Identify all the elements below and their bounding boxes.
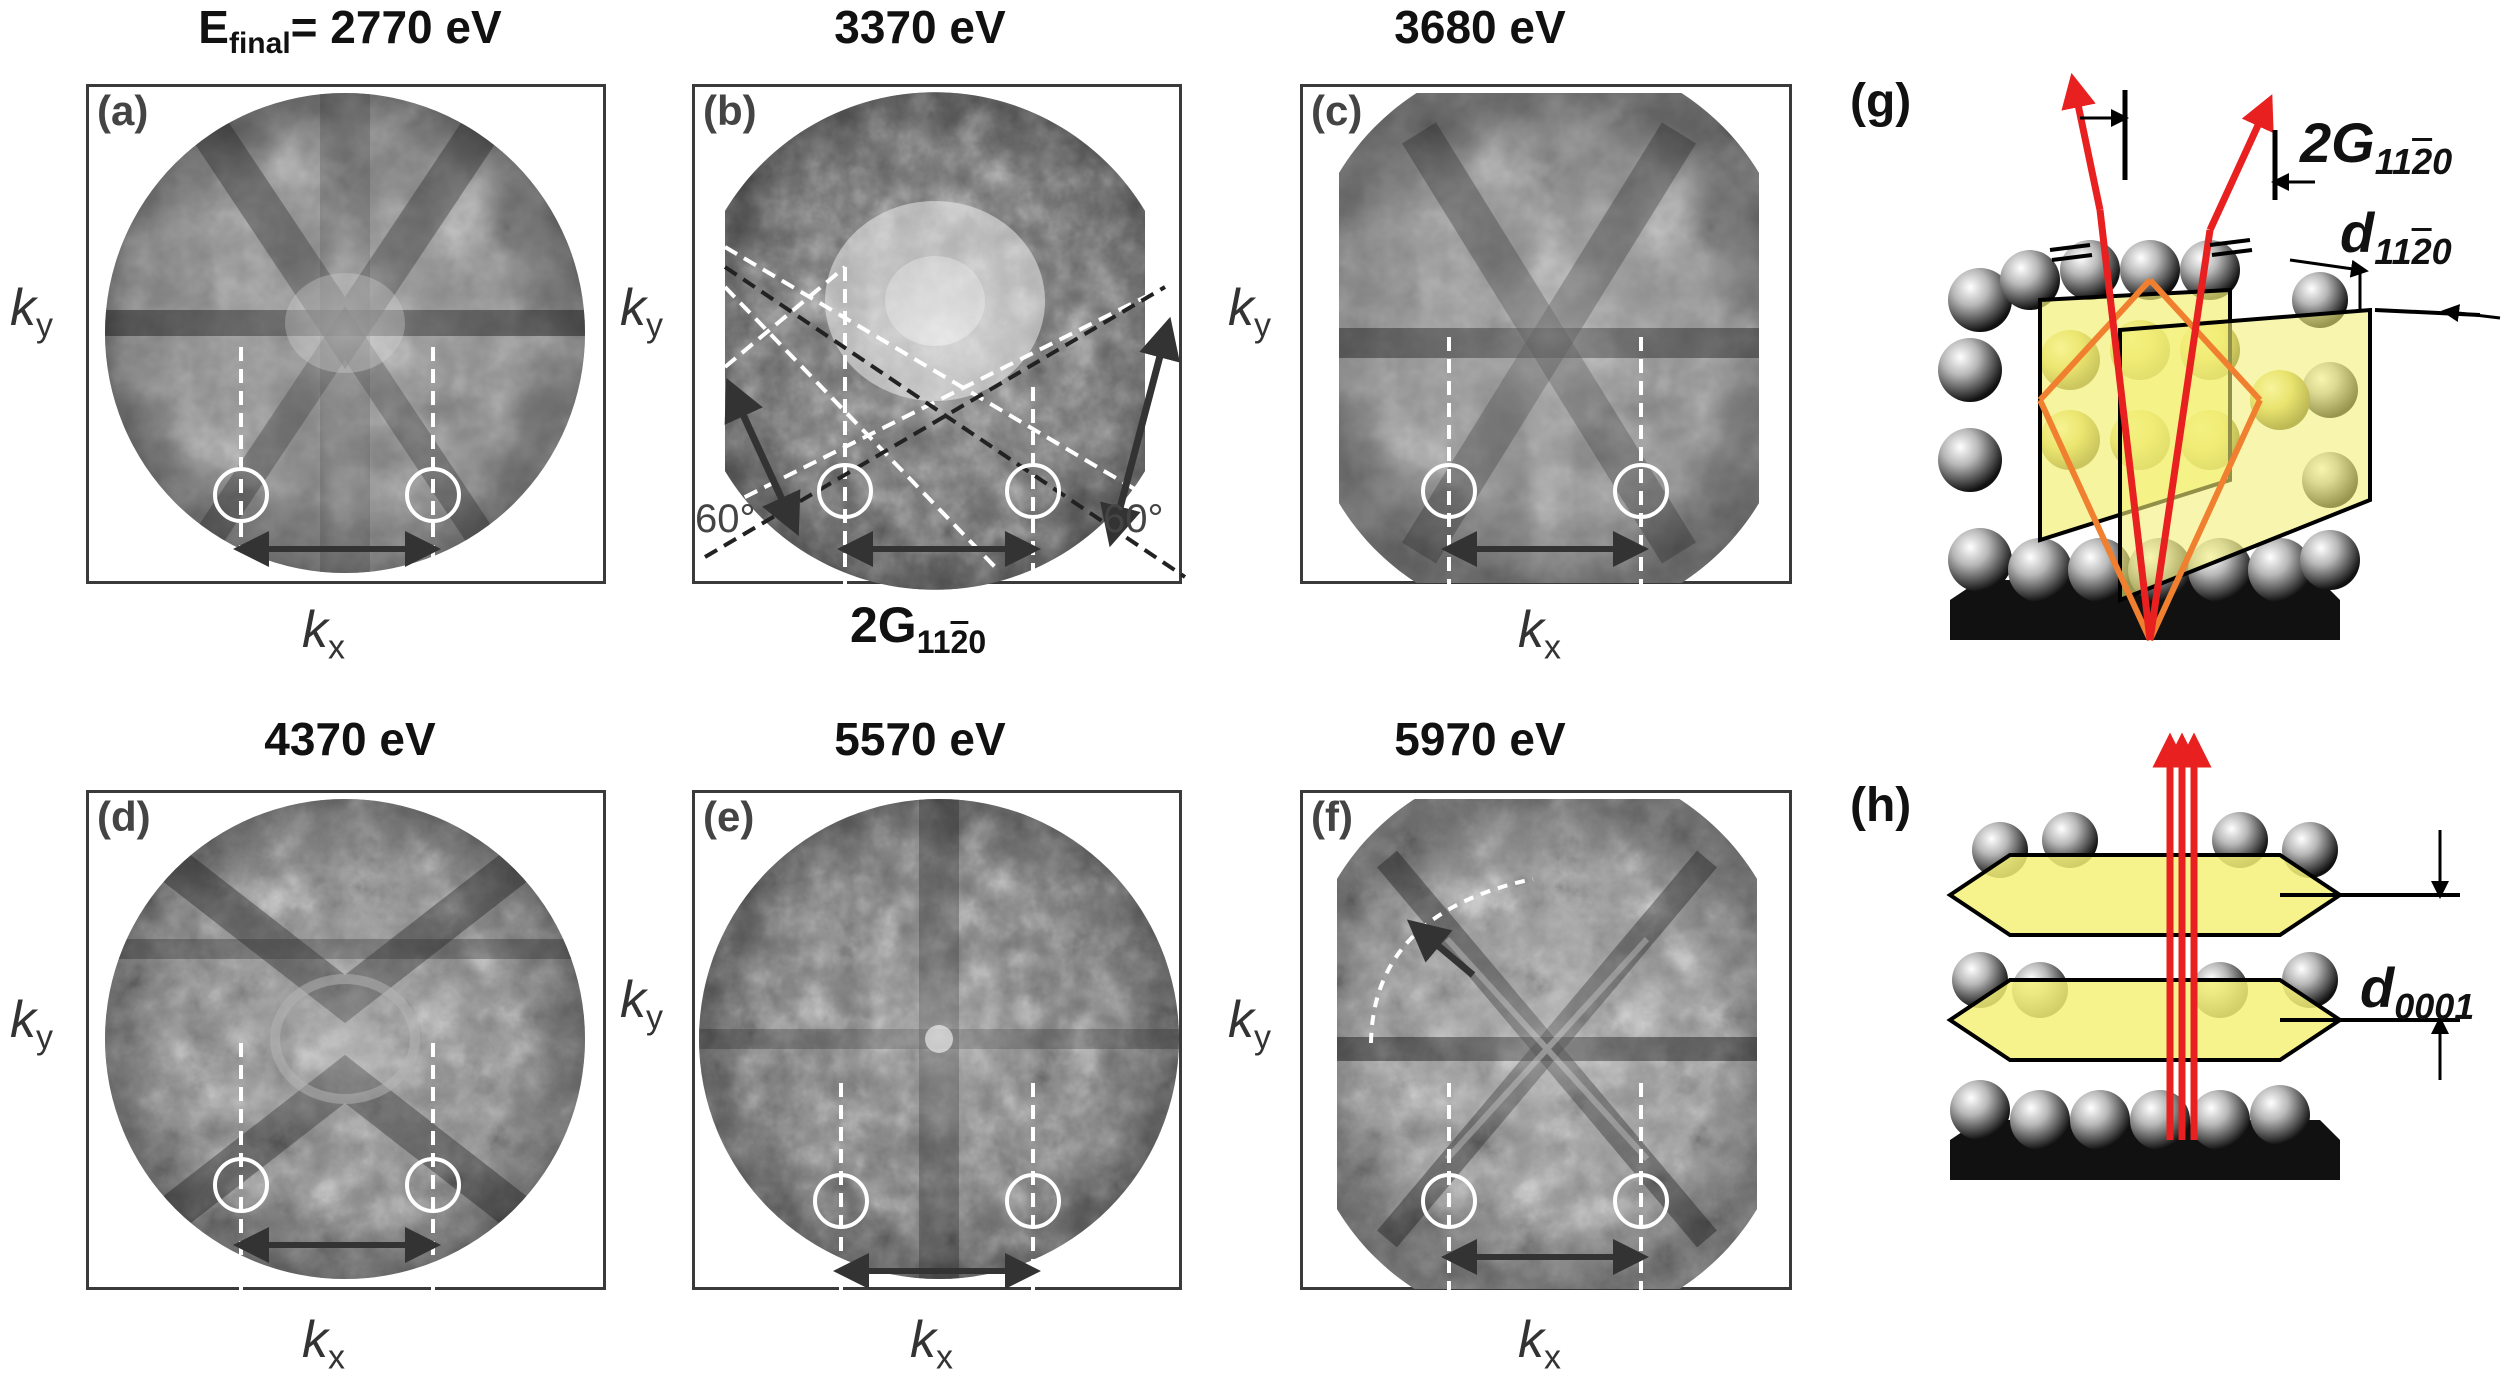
panel-label-e: (e) (703, 793, 755, 840)
panel-label-c: (c) (1311, 87, 1363, 134)
kx-label-a: kx (302, 601, 345, 667)
panel-c: (c) (1300, 84, 1792, 587)
panel-a: (a) (86, 84, 606, 587)
kx-label-d: kx (302, 1311, 345, 1377)
angle-label-right: 60° (1103, 497, 1164, 541)
ky-label-b: ky (620, 279, 663, 345)
ky-label-d: ky (10, 991, 53, 1057)
panel-d: (d) (86, 790, 606, 1293)
lattice-schematic-g (1938, 72, 2501, 642)
panel-label-g: (g) (1850, 75, 1912, 128)
plane-spacing-label-h: d0001 (2360, 956, 2475, 1028)
title-e: 5570 eV (834, 713, 1006, 765)
title-c: 3680 eV (1394, 1, 1566, 53)
plane-spacing-label-g: d1120 (2340, 201, 2452, 273)
angle-label-left: 60° (695, 497, 756, 541)
lattice-schematic-h (1946, 732, 2460, 1180)
panel-label-d: (d) (97, 793, 151, 840)
diffraction-pattern-f (1337, 799, 1757, 1293)
ky-label-e: ky (620, 971, 663, 1037)
diffraction-pattern-c (1339, 93, 1759, 587)
panel-b: (b) 60° 60° (692, 84, 1187, 590)
diffraction-pattern-b (703, 92, 1187, 590)
panel-label-h: (h) (1850, 779, 1912, 832)
title-f: 5970 eV (1394, 713, 1566, 765)
ky-label-f: ky (1228, 991, 1271, 1057)
title-b: 3370 eV (834, 1, 1006, 53)
title-d: 4370 eV (264, 713, 436, 765)
panel-e: (e) (692, 790, 1182, 1293)
diffraction-pattern-e (699, 799, 1179, 1293)
ky-label-a: ky (10, 279, 53, 345)
diffraction-pattern-a (105, 93, 585, 587)
title-a: Efinal= 2770 eV (198, 1, 502, 61)
panel-f: (f) (1300, 790, 1792, 1293)
reciprocal-vector-label-b: 2G1120 (850, 597, 987, 660)
panel-label-a: (a) (97, 87, 149, 134)
kx-label-f: kx (1518, 1311, 1561, 1377)
diffraction-pattern-d (105, 799, 585, 1293)
reciprocal-vector-label-g: 2G1120 (2300, 111, 2453, 183)
panel-label-b: (b) (703, 87, 757, 134)
kx-label-e: kx (910, 1311, 953, 1377)
kx-label-c: kx (1518, 601, 1561, 667)
ky-label-c: ky (1228, 279, 1271, 345)
panel-label-f: (f) (1311, 793, 1353, 840)
